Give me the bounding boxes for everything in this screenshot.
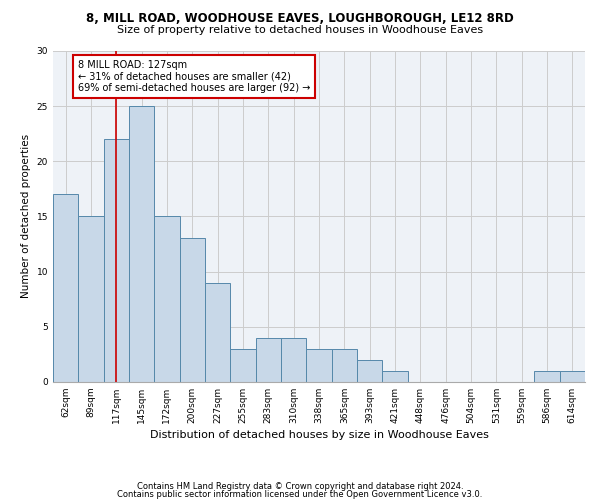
Bar bbox=[154, 216, 179, 382]
Bar bbox=[256, 338, 281, 382]
Bar bbox=[357, 360, 382, 382]
Bar bbox=[104, 139, 129, 382]
Text: Size of property relative to detached houses in Woodhouse Eaves: Size of property relative to detached ho… bbox=[117, 25, 483, 35]
Bar bbox=[53, 194, 78, 382]
Bar bbox=[560, 371, 585, 382]
Text: 8 MILL ROAD: 127sqm
← 31% of detached houses are smaller (42)
69% of semi-detach: 8 MILL ROAD: 127sqm ← 31% of detached ho… bbox=[78, 60, 311, 93]
Bar bbox=[78, 216, 104, 382]
Y-axis label: Number of detached properties: Number of detached properties bbox=[21, 134, 31, 298]
Bar bbox=[382, 371, 407, 382]
X-axis label: Distribution of detached houses by size in Woodhouse Eaves: Distribution of detached houses by size … bbox=[149, 430, 488, 440]
Bar bbox=[129, 106, 154, 382]
Bar bbox=[306, 348, 332, 382]
Bar bbox=[205, 282, 230, 382]
Bar bbox=[179, 238, 205, 382]
Text: Contains public sector information licensed under the Open Government Licence v3: Contains public sector information licen… bbox=[118, 490, 482, 499]
Bar bbox=[332, 348, 357, 382]
Bar bbox=[535, 371, 560, 382]
Bar bbox=[230, 348, 256, 382]
Text: Contains HM Land Registry data © Crown copyright and database right 2024.: Contains HM Land Registry data © Crown c… bbox=[137, 482, 463, 491]
Bar bbox=[281, 338, 306, 382]
Text: 8, MILL ROAD, WOODHOUSE EAVES, LOUGHBOROUGH, LE12 8RD: 8, MILL ROAD, WOODHOUSE EAVES, LOUGHBORO… bbox=[86, 12, 514, 26]
